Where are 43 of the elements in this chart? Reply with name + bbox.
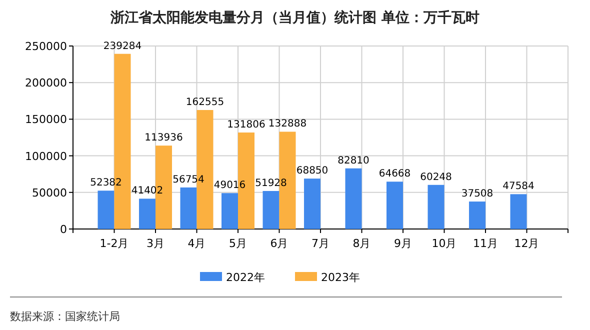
x-tick-label: 6月 xyxy=(270,237,288,250)
bar xyxy=(262,190,280,229)
bar xyxy=(510,194,527,229)
data-label: 132888 xyxy=(268,118,307,130)
legend-label: 2022年 xyxy=(226,271,265,284)
bar xyxy=(304,178,320,229)
y-tick-label: 200000 xyxy=(25,76,67,90)
bar xyxy=(222,193,238,229)
data-label: 68850 xyxy=(296,166,328,177)
chart-title: 浙江省太阳能发电量分月（当月值）统计图 单位：万千瓦时 xyxy=(110,9,480,26)
bar xyxy=(139,198,156,229)
data-label: 82810 xyxy=(338,155,370,166)
bar xyxy=(469,202,486,229)
data-label: 162555 xyxy=(186,97,224,108)
data-label: 113936 xyxy=(144,132,183,144)
bar xyxy=(180,187,197,229)
x-tick-label: 1-2月 xyxy=(100,237,129,250)
legend-label: 2023年 xyxy=(321,271,360,284)
x-tick-label: 5月 xyxy=(229,237,247,250)
x-tick-label: 12月 xyxy=(514,237,540,250)
y-tick-label: 250000 xyxy=(25,40,67,53)
data-label: 64668 xyxy=(378,168,411,180)
x-tick-label: 11月 xyxy=(473,237,498,250)
bar xyxy=(345,168,362,229)
y-tick-label: 0 xyxy=(60,223,67,236)
y-tick-label: 100000 xyxy=(25,150,67,163)
x-tick-label: 3月 xyxy=(146,237,164,250)
data-label: 239284 xyxy=(103,40,142,52)
bar xyxy=(386,182,403,229)
y-tick-label: 50000 xyxy=(32,186,67,200)
y-tick-label: 150000 xyxy=(25,113,67,126)
x-tick-label: 10月 xyxy=(432,237,457,250)
bar xyxy=(428,184,444,229)
x-tick-label: 4月 xyxy=(188,237,206,250)
x-tick-label: 7月 xyxy=(312,237,330,250)
data-label: 60248 xyxy=(420,172,452,183)
source-note: 数据来源：国家统计局 xyxy=(10,310,120,323)
bar xyxy=(98,190,114,229)
x-tick-label: 8月 xyxy=(352,237,371,250)
data-label: 47584 xyxy=(502,181,534,192)
x-tick-label: 9月 xyxy=(394,237,412,250)
data-label: 131806 xyxy=(227,120,266,131)
data-label: 37508 xyxy=(461,188,494,200)
